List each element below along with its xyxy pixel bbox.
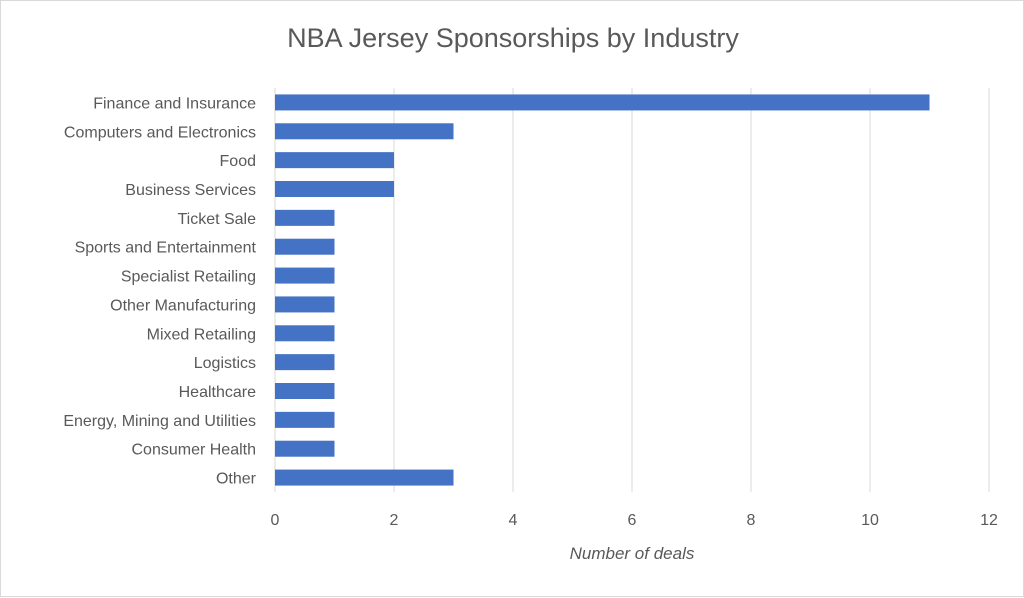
x-tick-label: 10 — [861, 512, 879, 529]
bar — [275, 296, 335, 313]
bar — [275, 411, 335, 428]
x-tick-label: 4 — [509, 512, 518, 529]
category-label: Business Services — [125, 182, 256, 199]
category-label: Computers and Electronics — [64, 124, 256, 141]
x-tick-label: 0 — [271, 512, 280, 529]
category-label: Sports and Entertainment — [75, 240, 257, 257]
bar — [275, 354, 335, 371]
category-label: Consumer Health — [132, 442, 257, 459]
category-label: Specialist Retailing — [121, 269, 256, 286]
bar — [275, 123, 454, 140]
bar — [275, 209, 335, 226]
bar — [275, 383, 335, 399]
bar — [275, 181, 394, 197]
x-tick-label: 6 — [628, 512, 637, 529]
x-tick-label: 8 — [747, 512, 756, 529]
bar — [275, 152, 394, 169]
bar — [275, 440, 335, 457]
bar — [275, 267, 335, 284]
bar — [275, 94, 930, 111]
x-tick-label: 2 — [390, 512, 399, 529]
category-labels: Finance and Insurance Computers and Elect… — [63, 95, 256, 487]
category-label: Logistics — [194, 355, 256, 372]
bars — [275, 94, 930, 486]
category-label: Energy, Mining and Utilities — [63, 413, 256, 430]
bar — [275, 238, 335, 255]
category-label: Mixed Retailing — [147, 326, 256, 343]
x-tick-label: 12 — [980, 512, 998, 529]
bar — [275, 469, 454, 486]
chart-title: NBA Jersey Sponsorships by Industry — [287, 23, 739, 53]
category-label: Food — [220, 153, 256, 170]
category-label: Other Manufacturing — [110, 297, 256, 314]
category-label: Ticket Sale — [177, 211, 256, 228]
x-axis-title: Number of deals — [569, 544, 695, 563]
category-label: Other — [216, 471, 257, 488]
gridlines — [274, 88, 990, 492]
bar — [275, 325, 335, 342]
x-tick-labels: 0 2 4 6 8 10 12 — [271, 512, 998, 529]
category-label: Finance and Insurance — [93, 95, 256, 112]
category-label: Healthcare — [179, 384, 256, 401]
